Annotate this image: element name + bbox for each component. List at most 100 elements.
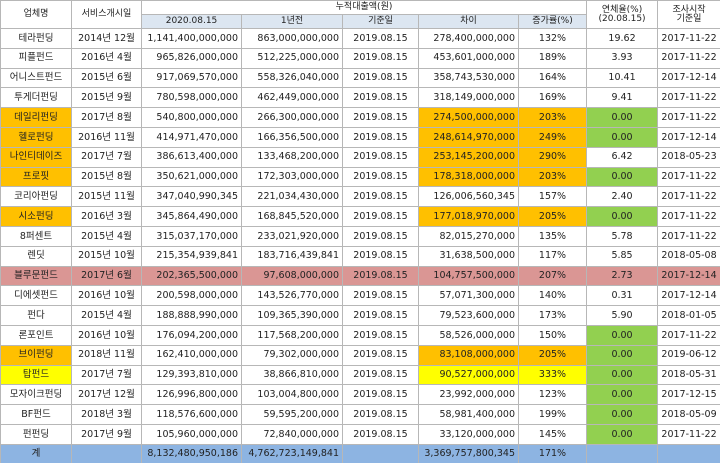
table-cell: 2017-11-22 (657, 423, 720, 445)
table-cell: 시소펀딩 (0, 206, 72, 227)
table-cell: 2017-11-22 (657, 186, 720, 208)
table-cell: 2019.08.15 (342, 344, 419, 366)
table-cell: 2019.08.15 (342, 324, 419, 346)
table-cell: 2016년 4월 (71, 47, 142, 69)
table-row: 프로핏 2015년 8월 350,621,000,000 172,303,000,00… (0, 166, 720, 188)
table-cell: 150% (517, 324, 588, 346)
table-cell: 207% (517, 265, 588, 287)
table-cell: 97,608,000,000 (241, 265, 343, 287)
table-cell: 2.73 (586, 265, 659, 287)
table-cell: 3.93 (586, 47, 659, 69)
total-cell (657, 443, 720, 463)
table-cell: 2017-12-14 (657, 126, 720, 148)
table-cell: 83,108,000,000 (418, 344, 519, 366)
table-cell: 117% (517, 245, 588, 267)
total-cell: 3,369,757,800,345 (418, 443, 519, 463)
table-cell: 166,356,500,000 (241, 126, 343, 148)
table-row: 투게더펀딩 2015년 9월 780,598,000,000 462,449,000,… (0, 87, 720, 109)
table-row: 렌딧 2015년 10월 215,354,939,841 183,716,439,84… (0, 245, 720, 267)
table-cell: 0.00 (586, 404, 659, 425)
table-cell: 2016년 11월 (71, 126, 142, 148)
table-cell: 2019.08.15 (342, 384, 419, 406)
total-cell (342, 443, 419, 463)
table-cell: 2018년 11월 (71, 344, 142, 366)
table-cell: 278,400,000,000 (418, 28, 519, 49)
table-cell: 2019.08.15 (342, 423, 419, 445)
table-cell: 2019.08.15 (342, 404, 419, 425)
table-cell: 6.42 (586, 146, 659, 168)
table-cell: 2016년 3월 (71, 206, 142, 227)
table-row: 디에셋펀드 2016년 10월 200,598,000,000 143,526,770… (0, 285, 720, 307)
table-cell: 2019.08.15 (342, 186, 419, 208)
table-row: BF펀드 2018년 3월 118,576,600,000 59,595,200,00… (0, 404, 720, 425)
table-row: 8퍼센트 2015년 4월 315,037,170,000 233,021,920,0… (0, 225, 720, 247)
table-cell: 315,037,170,000 (141, 225, 242, 247)
total-cell: 4,762,723,149,841 (241, 443, 343, 463)
table-cell: 2015년 4월 (71, 225, 142, 247)
table-cell: 205% (517, 206, 588, 227)
header-line: (20.08.15) (598, 13, 646, 24)
table-row: 론포인트 2016년 10월 176,094,200,000 117,568,200,… (0, 324, 720, 346)
table-cell: 512,225,000,000 (241, 47, 343, 69)
table-cell: 데일리펀딩 (0, 107, 72, 128)
table-cell: 82,015,270,000 (418, 225, 519, 247)
table-cell: 2017-12-15 (657, 384, 720, 406)
table-cell: 233,021,920,000 (241, 225, 343, 247)
table-cell: 540,800,000,000 (141, 107, 242, 128)
table-cell: 블루문펀드 (0, 265, 72, 287)
table-cell: 어니스트펀드 (0, 67, 72, 89)
table-cell: 2017년 6월 (71, 265, 142, 287)
table-cell: 205% (517, 344, 588, 366)
table-cell: 2017년 9월 (71, 423, 142, 445)
table-cell: 2017년 7월 (71, 146, 142, 168)
table-cell: 0.00 (586, 344, 659, 366)
table-cell: 188,888,990,000 (141, 305, 242, 326)
table-row: 펀펀딩 2017년 9월 105,960,000,000 72,840,000,000… (0, 423, 720, 445)
table-cell: 0.00 (586, 126, 659, 148)
table-cell: 38,866,810,000 (241, 364, 343, 386)
table-cell: 162,410,000,000 (141, 344, 242, 366)
table-cell: 59,595,200,000 (241, 404, 343, 425)
table-cell: 173% (517, 305, 588, 326)
table-cell: 172,303,000,000 (241, 166, 343, 188)
table-cell: 118,576,600,000 (141, 404, 242, 425)
table-cell: 2018-05-09 (657, 404, 720, 425)
table-cell: 2018-05-08 (657, 245, 720, 267)
table-row: 피플펀드 2016년 4월 965,826,000,000 512,225,000,0… (0, 47, 720, 69)
table-cell: 2016년 10월 (71, 285, 142, 307)
table-cell: 917,069,570,000 (141, 67, 242, 89)
table-row: 테라펀딩 2014년 12월 1,141,400,000,000 863,000,00… (0, 28, 720, 49)
table-cell: 5.78 (586, 225, 659, 247)
header-line: 조사시작 (672, 4, 706, 15)
table-cell: 0.00 (586, 364, 659, 386)
table-cell: 347,040,990,345 (141, 186, 242, 208)
table-cell: 133,468,200,000 (241, 146, 343, 168)
table-cell: 414,971,470,000 (141, 126, 242, 148)
table-cell: 피플펀드 (0, 47, 72, 69)
table-row: 나인티데이즈 2017년 7월 386,613,400,000 133,468,200… (0, 146, 720, 168)
table-cell: 2019.08.15 (342, 305, 419, 326)
table-cell: 0.00 (586, 107, 659, 128)
table-cell: 2015년 4월 (71, 305, 142, 326)
table-row: 브이펀딩 2018년 11월 162,410,000,000 79,302,000,0… (0, 344, 720, 366)
header-cell: 증가률(%) (517, 14, 588, 29)
table-cell: 58,981,400,000 (418, 404, 519, 425)
table-cell: 345,864,490,000 (141, 206, 242, 227)
header-line: 기준일 (676, 13, 702, 24)
subheader-row: 2020.08.15 1년전 기준일 차이 증가률(%) (1, 14, 720, 29)
table-cell: 2019.08.15 (342, 265, 419, 287)
header-cell: 누적대출액(원) (140, 0, 588, 15)
table-cell: 2019.08.15 (342, 146, 419, 168)
table-cell: 253,145,200,000 (418, 146, 519, 168)
header-cell: 차이 (418, 14, 519, 29)
table-cell: 2015년 10월 (71, 245, 142, 267)
total-row: 계 8,132,480,950,186 4,762,723,149,841 3,369… (0, 443, 720, 463)
table-cell: 프로핏 (0, 166, 72, 188)
table-cell: 72,840,000,000 (241, 423, 343, 445)
table-cell: 론포인트 (0, 324, 72, 346)
table-cell: 189% (517, 47, 588, 69)
total-cell: 171% (517, 443, 588, 463)
table-cell: 코리아펀딩 (0, 186, 72, 208)
table-cell: 9.41 (586, 87, 659, 109)
